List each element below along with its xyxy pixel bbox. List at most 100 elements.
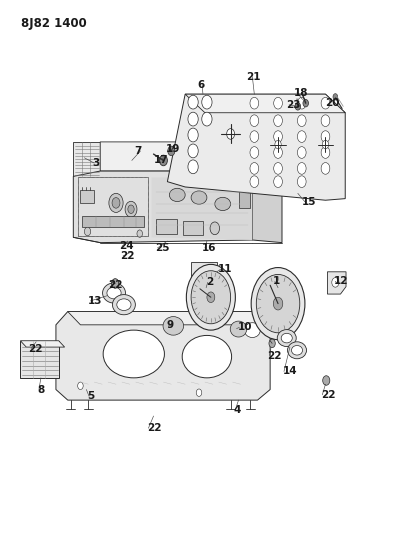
Text: 22: 22 (267, 351, 281, 361)
Circle shape (199, 270, 207, 281)
Circle shape (137, 230, 142, 237)
Text: 19: 19 (166, 144, 180, 154)
Circle shape (251, 268, 305, 340)
Circle shape (125, 201, 137, 217)
Text: 16: 16 (202, 243, 217, 253)
Circle shape (321, 163, 330, 174)
Circle shape (154, 186, 177, 217)
Polygon shape (80, 190, 94, 203)
Circle shape (250, 98, 259, 109)
Ellipse shape (287, 342, 306, 359)
Text: 22: 22 (28, 344, 43, 354)
Circle shape (297, 115, 306, 126)
Circle shape (274, 163, 283, 174)
Ellipse shape (291, 345, 302, 355)
Polygon shape (152, 177, 252, 240)
Polygon shape (20, 341, 64, 347)
Ellipse shape (113, 295, 135, 315)
Ellipse shape (107, 287, 121, 299)
Ellipse shape (277, 329, 296, 346)
Circle shape (227, 128, 234, 139)
Circle shape (196, 389, 202, 397)
Circle shape (321, 131, 330, 142)
Text: 23: 23 (286, 100, 300, 110)
Circle shape (256, 274, 300, 333)
Circle shape (274, 98, 283, 109)
Circle shape (188, 160, 198, 174)
Polygon shape (185, 94, 345, 113)
Circle shape (168, 146, 175, 156)
Text: 1: 1 (273, 276, 281, 286)
Circle shape (210, 192, 224, 212)
Text: 11: 11 (218, 264, 232, 274)
Circle shape (84, 227, 91, 236)
Ellipse shape (230, 321, 247, 337)
Circle shape (322, 140, 329, 149)
Circle shape (297, 131, 306, 142)
Circle shape (250, 163, 259, 174)
Ellipse shape (281, 333, 292, 343)
Text: 24: 24 (119, 241, 134, 252)
Circle shape (188, 112, 198, 126)
Ellipse shape (117, 299, 131, 311)
Circle shape (303, 100, 308, 107)
Polygon shape (68, 312, 270, 325)
Ellipse shape (163, 317, 183, 335)
Circle shape (112, 198, 120, 208)
Ellipse shape (215, 197, 230, 211)
Circle shape (275, 140, 281, 149)
Text: 9: 9 (167, 320, 174, 330)
Circle shape (274, 131, 283, 142)
Circle shape (321, 98, 330, 109)
Ellipse shape (191, 191, 207, 204)
Text: 4: 4 (234, 405, 241, 415)
Text: 22: 22 (147, 423, 161, 433)
Circle shape (274, 115, 283, 126)
Circle shape (179, 186, 203, 217)
Text: 20: 20 (326, 98, 340, 108)
Polygon shape (168, 94, 345, 200)
Polygon shape (156, 219, 177, 233)
Circle shape (297, 176, 306, 188)
Text: 22: 22 (120, 251, 135, 261)
Text: 22: 22 (108, 280, 123, 290)
Circle shape (295, 103, 300, 110)
Circle shape (250, 147, 259, 158)
Circle shape (202, 95, 212, 109)
Polygon shape (191, 262, 217, 289)
Circle shape (158, 192, 172, 212)
Circle shape (128, 205, 134, 214)
Text: 10: 10 (238, 322, 252, 333)
Polygon shape (238, 190, 250, 208)
Text: 8J82 1400: 8J82 1400 (21, 17, 87, 30)
Circle shape (333, 94, 338, 100)
Circle shape (109, 193, 123, 213)
Ellipse shape (103, 283, 125, 303)
Ellipse shape (103, 330, 164, 378)
Text: 25: 25 (155, 243, 169, 253)
Circle shape (274, 147, 283, 158)
Circle shape (297, 147, 306, 158)
Circle shape (186, 264, 235, 330)
Circle shape (202, 112, 212, 126)
Text: 21: 21 (246, 71, 261, 82)
Circle shape (323, 376, 330, 385)
Circle shape (297, 163, 306, 174)
Text: 3: 3 (92, 158, 100, 168)
Text: 17: 17 (154, 156, 168, 165)
Text: 2: 2 (206, 277, 213, 287)
Circle shape (321, 115, 330, 126)
Ellipse shape (182, 335, 232, 378)
Circle shape (188, 128, 198, 142)
Ellipse shape (244, 322, 260, 337)
Text: 13: 13 (88, 296, 102, 306)
Ellipse shape (170, 188, 185, 201)
Circle shape (205, 186, 228, 217)
Polygon shape (328, 272, 346, 294)
Polygon shape (20, 341, 59, 378)
Circle shape (160, 155, 168, 166)
Circle shape (188, 95, 198, 109)
Text: 6: 6 (197, 80, 204, 90)
Polygon shape (73, 171, 252, 243)
Circle shape (191, 271, 230, 324)
